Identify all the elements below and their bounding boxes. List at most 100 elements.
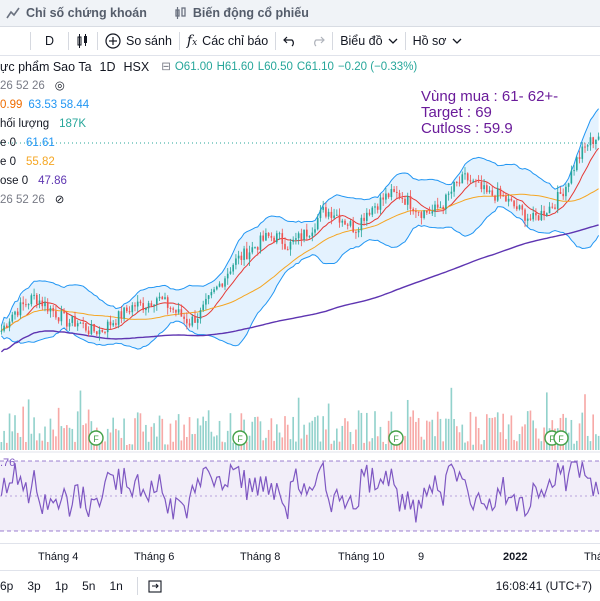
candle: [278, 231, 281, 240]
candle: [109, 315, 112, 330]
volume-bar: [333, 440, 335, 450]
candle: [281, 228, 284, 250]
tab-index[interactable]: Chỉ số chứng khoán: [6, 6, 147, 20]
volume-bar: [76, 411, 79, 450]
volume-bar: [172, 441, 174, 450]
candle: [314, 223, 316, 237]
candle: [516, 199, 518, 212]
volume-bar: [494, 417, 496, 450]
volume-bar: [145, 424, 147, 450]
candle: [136, 295, 139, 312]
timeframe-1p[interactable]: 1p: [54, 579, 69, 593]
candle: [423, 209, 425, 220]
volume-bar: [123, 418, 125, 450]
undo-button[interactable]: [276, 27, 304, 55]
candle: [256, 246, 259, 256]
volume-bar: [60, 426, 63, 450]
volume-bar: [434, 436, 436, 450]
volume-bar: [401, 440, 404, 450]
candle: [442, 205, 444, 215]
compare-button[interactable]: So sánh: [98, 27, 179, 55]
candle: [447, 191, 450, 201]
candle: [366, 208, 368, 226]
volume-bar: [109, 432, 112, 450]
candle: [87, 326, 90, 337]
volume-bar: [595, 434, 597, 450]
volume-bar: [589, 441, 592, 450]
candle: [142, 297, 144, 313]
marker-f[interactable]: F: [88, 430, 104, 446]
candle: [112, 320, 114, 328]
candle: [22, 296, 24, 311]
xaxis-label: Tháng 6: [134, 551, 175, 563]
date-range-icon[interactable]: [148, 579, 162, 593]
volume-bar: [308, 422, 311, 450]
redo-button[interactable]: [304, 27, 332, 55]
volume-bar: [360, 412, 363, 450]
volume-bar: [248, 435, 251, 450]
volume-bar: [390, 411, 393, 450]
tab-stock[interactable]: Biến động cổ phiếu: [175, 6, 309, 20]
volume-bar: [297, 397, 300, 450]
candle: [246, 241, 248, 260]
candle: [570, 165, 573, 185]
marker-f[interactable]: F: [553, 430, 569, 446]
volume-bar: [8, 413, 11, 450]
volume-bar: [265, 437, 267, 450]
candle: [55, 305, 57, 320]
candle: [488, 186, 491, 194]
time-axis[interactable]: Tháng 4 Tháng 6 Tháng 8 Tháng 10 9 2022 …: [0, 543, 600, 568]
interval-button[interactable]: D: [31, 27, 68, 55]
legend-row-name: e 0: [0, 156, 16, 168]
candle: [475, 178, 477, 188]
candle: [576, 156, 578, 172]
xaxis-label: 9: [418, 551, 425, 563]
candle: [303, 229, 305, 243]
volume-bar: [292, 416, 294, 450]
clock[interactable]: 16:08:41 (UTC+7): [496, 571, 592, 601]
volume-bar: [428, 421, 431, 450]
candle: [46, 298, 49, 315]
candle: [480, 175, 483, 193]
profile-dropdown[interactable]: Hồ sơ: [406, 27, 469, 55]
chart-type-dropdown[interactable]: Biểu đồ: [333, 27, 404, 55]
candle: [349, 219, 352, 228]
volume-bar: [161, 418, 164, 450]
volume-bar: [22, 406, 24, 450]
candle: [295, 232, 297, 245]
eye-off-icon[interactable]: ⊘: [54, 194, 65, 206]
indicators-button[interactable]: fx Các chỉ báo: [180, 27, 275, 55]
candle: [412, 207, 414, 215]
eye-icon[interactable]: ◎: [54, 80, 65, 92]
candle: [289, 238, 292, 256]
volume-bar: [166, 444, 169, 450]
legend-row: e 0 55.82: [0, 153, 417, 172]
volume-bar: [11, 431, 14, 450]
volume-bar: [169, 423, 172, 450]
volume-bar: [41, 440, 44, 450]
volume-bar: [19, 436, 22, 450]
candle: [505, 192, 507, 202]
marker-f[interactable]: F: [388, 430, 404, 446]
timeframe-1n[interactable]: 1n: [109, 579, 123, 593]
xaxis-label: Tháng 10: [338, 551, 385, 563]
collapse-icon[interactable]: ⊟: [161, 61, 171, 73]
note-cutloss: Cutloss : 59.9: [421, 120, 513, 137]
volume-bar: [194, 433, 196, 450]
candlestick-icon: [77, 34, 88, 48]
candle-type-button[interactable]: [69, 27, 97, 55]
volume-bar: [363, 442, 365, 450]
timeframe-6p[interactable]: 6p: [0, 579, 14, 593]
volume-bar: [44, 426, 46, 450]
candle: [597, 132, 600, 141]
timeframe-3p[interactable]: 3p: [27, 579, 41, 593]
volume-bar: [303, 424, 305, 450]
candle: [106, 319, 109, 338]
marker-f[interactable]: F: [232, 430, 248, 446]
timeframe-5n[interactable]: 5n: [82, 579, 96, 593]
indicators-label: Các chỉ báo: [202, 34, 269, 48]
volume-bar: [27, 399, 30, 450]
volume-bar: [453, 419, 455, 450]
volume-bar: [496, 412, 499, 450]
